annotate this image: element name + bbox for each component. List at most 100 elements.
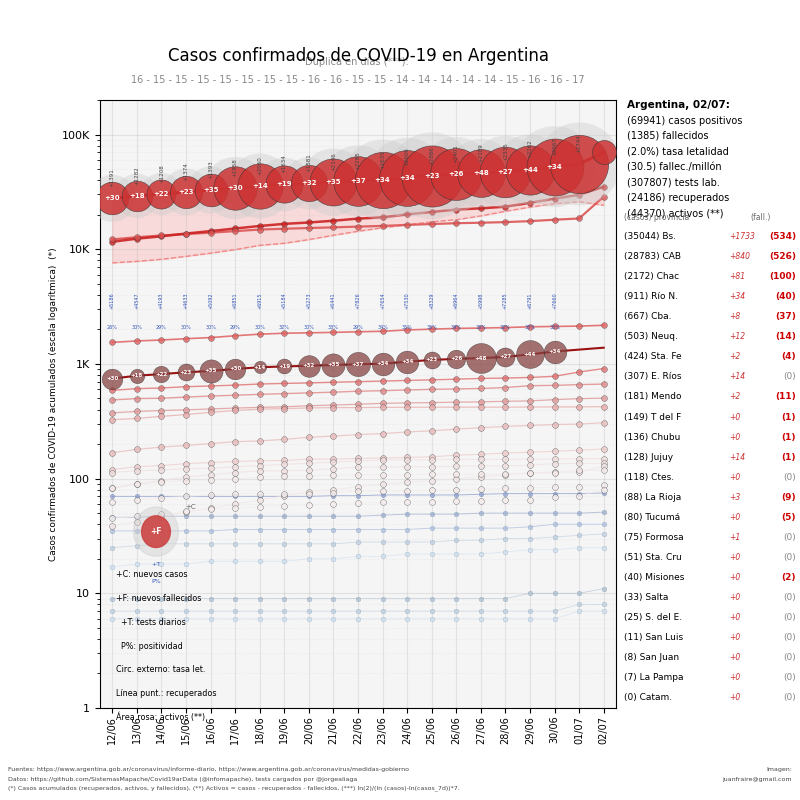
- Point: [106, 406, 118, 419]
- Point: [130, 190, 143, 202]
- Point: [598, 190, 610, 203]
- Point: [474, 522, 487, 534]
- Text: (181) Mendo: (181) Mendo: [623, 393, 681, 402]
- Point: [376, 174, 389, 186]
- Text: +34: +34: [548, 349, 561, 354]
- Text: 29%: 29%: [230, 325, 241, 330]
- Point: [254, 378, 266, 390]
- Point: [155, 605, 168, 618]
- Point: [352, 490, 365, 502]
- Point: [499, 459, 512, 472]
- Point: [229, 182, 242, 194]
- Point: [278, 510, 290, 522]
- Point: [401, 451, 414, 464]
- Point: [352, 612, 365, 625]
- Point: [204, 331, 217, 344]
- Point: [548, 394, 561, 406]
- Point: [302, 470, 315, 482]
- Point: [179, 470, 193, 483]
- Point: [499, 546, 512, 558]
- Point: [155, 511, 168, 524]
- Text: (1): (1): [782, 433, 796, 442]
- Point: [352, 605, 365, 618]
- Point: [302, 216, 315, 229]
- Point: [254, 592, 266, 605]
- Point: [155, 508, 168, 521]
- Point: [499, 487, 512, 500]
- Text: (0): (0): [783, 654, 796, 662]
- Point: [229, 510, 242, 522]
- Point: [204, 489, 217, 502]
- Text: +7654: +7654: [380, 293, 385, 309]
- Text: +840: +840: [729, 252, 750, 261]
- Point: [179, 505, 193, 518]
- Text: 29%: 29%: [353, 325, 363, 330]
- Point: [548, 530, 561, 543]
- Point: [106, 372, 118, 385]
- Text: 35%: 35%: [549, 325, 560, 330]
- Point: [106, 394, 118, 406]
- Text: +7530: +7530: [405, 293, 410, 309]
- Text: 34%: 34%: [377, 325, 388, 330]
- Point: [204, 468, 217, 481]
- Point: [302, 377, 315, 390]
- Point: [302, 326, 315, 339]
- Point: [426, 401, 438, 414]
- Text: +0: +0: [729, 553, 740, 562]
- Point: [426, 450, 438, 463]
- Point: [352, 592, 365, 605]
- Point: [179, 558, 193, 570]
- Point: [548, 160, 561, 173]
- Text: +0: +0: [729, 513, 740, 522]
- Text: +34: +34: [376, 361, 389, 366]
- Text: +1391: +1391: [110, 169, 114, 187]
- Point: [254, 612, 266, 625]
- Text: +6791: +6791: [527, 293, 533, 309]
- Point: [573, 487, 586, 500]
- Point: [229, 502, 242, 514]
- Text: +32: +32: [301, 180, 317, 186]
- Point: [474, 470, 487, 483]
- Point: [426, 218, 438, 230]
- Text: +0: +0: [729, 634, 740, 642]
- Point: [598, 452, 610, 465]
- Point: [302, 510, 315, 522]
- Point: [254, 500, 266, 513]
- Point: [106, 511, 118, 524]
- Point: [426, 489, 438, 502]
- Point: [450, 453, 462, 466]
- Text: (424) Sta. Fe: (424) Sta. Fe: [623, 352, 681, 362]
- Point: [450, 605, 462, 618]
- Point: [254, 490, 266, 502]
- Point: [376, 325, 389, 338]
- Text: +1393: +1393: [208, 160, 213, 179]
- Point: [523, 453, 536, 466]
- Point: [573, 480, 586, 493]
- Point: [474, 448, 487, 461]
- Point: [302, 552, 315, 565]
- Point: [376, 592, 389, 605]
- Point: [499, 401, 512, 414]
- Point: [327, 326, 340, 338]
- Text: +18: +18: [129, 193, 145, 199]
- Text: +4193: +4193: [159, 293, 164, 309]
- Point: [155, 188, 168, 201]
- Point: [573, 366, 586, 378]
- Text: +8: +8: [729, 312, 740, 321]
- Text: +F: +F: [150, 527, 162, 536]
- Text: +0: +0: [729, 613, 740, 622]
- Text: +2635: +2635: [380, 150, 385, 169]
- Point: [548, 379, 561, 392]
- Text: (casos) provincia: (casos) provincia: [623, 213, 689, 222]
- Text: (526): (526): [769, 252, 796, 261]
- Point: [598, 146, 610, 158]
- Text: +7285: +7285: [503, 293, 508, 309]
- Point: [376, 485, 389, 498]
- Point: [450, 382, 462, 395]
- Point: [376, 454, 389, 466]
- Point: [229, 182, 242, 194]
- Point: [155, 475, 168, 488]
- Point: [352, 461, 365, 474]
- Point: [573, 598, 586, 611]
- Point: [499, 494, 512, 506]
